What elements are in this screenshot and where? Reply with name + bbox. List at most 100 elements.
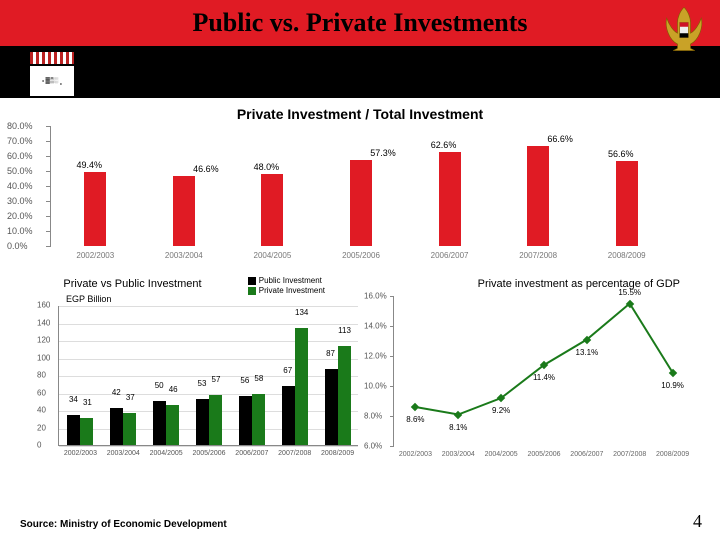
chart2-bar-label: 58 <box>254 374 263 383</box>
chart2-ytick: 80 <box>37 371 46 380</box>
chart1-ytick: 40.0% <box>7 181 33 191</box>
chart2-ytick: 160 <box>37 301 50 310</box>
chart3-xtick: 2002/2003 <box>399 451 432 458</box>
chart3-ytick: 14.0% <box>364 322 387 331</box>
chart2-bar-label: 67 <box>283 366 292 375</box>
chart1-ytick: 80.0% <box>7 121 33 131</box>
chart3-xtick: 2007/2008 <box>613 451 646 458</box>
eagle-emblem-icon <box>656 2 712 58</box>
chart1-bar-label: 57.3% <box>370 148 396 158</box>
lower-charts-row: Private vs Public Investment Public Inve… <box>30 278 690 478</box>
chart2-bar-label: 134 <box>295 308 308 317</box>
chart2-bar-private <box>123 413 136 445</box>
chart1-bar-label: 66.6% <box>547 134 573 144</box>
chart2-plot: 02040608010012014016034312002/2003423720… <box>58 306 358 446</box>
chart2-bar-label: 57 <box>212 375 221 384</box>
chart2-xtick: 2007/2008 <box>278 450 311 457</box>
chart2-bar-private <box>252 394 265 445</box>
chart-private-over-total: Private Investment / Total Investment 0.… <box>50 106 670 256</box>
header-bar: Public vs. Private Investments <box>0 0 720 46</box>
chart2-ytick: 120 <box>37 336 50 345</box>
chart1-ytick: 70.0% <box>7 136 33 146</box>
chart3-ytick: 8.0% <box>364 412 382 421</box>
chart2-bar-public <box>153 401 166 445</box>
chart3-xtick: 2008/2009 <box>656 451 689 458</box>
legend-item-private: Private Investment <box>248 286 325 296</box>
chart1-ytick: 20.0% <box>7 211 33 221</box>
chart2-legend: Public Investment Private Investment <box>248 276 325 296</box>
chart3-ytick: 16.0% <box>364 292 387 301</box>
chart2-ytick: 100 <box>37 353 50 362</box>
page-title: Public vs. Private Investments <box>192 8 527 38</box>
chart3-xtick: 2004/2005 <box>485 451 518 458</box>
chart1-xtick: 2004/2005 <box>254 251 292 260</box>
chart1-title: Private Investment / Total Investment <box>50 106 670 122</box>
chart2-bar-public <box>196 399 209 445</box>
chart3-point-label: 9.2% <box>492 406 510 415</box>
chart2-ytick: 20 <box>37 423 46 432</box>
subheader-bar <box>0 46 720 98</box>
chart3-point-label: 13.1% <box>576 348 599 357</box>
legend-label: Public Investment <box>259 276 322 286</box>
chart1-ytick: 50.0% <box>7 166 33 176</box>
chart3-xtick: 2006/2007 <box>570 451 603 458</box>
chart2-bar-label: 42 <box>112 388 121 397</box>
chart1-bar <box>616 161 638 246</box>
chart1-ytick: 60.0% <box>7 151 33 161</box>
chart1-xtick: 2005/2006 <box>342 251 380 260</box>
chart1-bar-label: 46.6% <box>193 164 219 174</box>
chart1-xtick: 2002/2003 <box>76 251 114 260</box>
chart2-ytick: 140 <box>37 318 50 327</box>
chart3-title: Private investment as percentage of GDP <box>478 278 680 290</box>
chart1-plot: 0.0%10.0%20.0%30.0%40.0%50.0%60.0%70.0%8… <box>50 126 670 246</box>
chart1-bar <box>173 176 195 246</box>
chart1-xtick: 2006/2007 <box>431 251 469 260</box>
chart1-ytick: 30.0% <box>7 196 33 206</box>
chart2-ytick: 0 <box>37 441 41 450</box>
chart2-bar-public <box>110 408 123 445</box>
chart2-xtick: 2006/2007 <box>235 450 268 457</box>
chart2-bar-label: 31 <box>83 398 92 407</box>
chart1-xtick: 2003/2004 <box>165 251 203 260</box>
chart2-bar-label: 53 <box>198 379 207 388</box>
chart3-point-label: 11.4% <box>533 373 555 382</box>
chart1-ytick: 10.0% <box>7 226 33 236</box>
chart2-bar-label: 46 <box>169 385 178 394</box>
chart1-bar <box>84 172 106 246</box>
chart-private-vs-public: Private vs Public Investment Public Inve… <box>30 278 355 478</box>
chart2-bar-private <box>209 395 222 445</box>
chart3-ytick: 12.0% <box>364 352 387 361</box>
chart2-bar-label: 113 <box>338 326 351 335</box>
chart1-bar-label: 49.4% <box>77 160 103 170</box>
chart2-xtick: 2005/2006 <box>192 450 225 457</box>
chart3-point-label: 8.1% <box>449 423 467 432</box>
chart2-bar-public <box>282 386 295 445</box>
chart2-ytick: 60 <box>37 388 46 397</box>
legend-item-public: Public Investment <box>248 276 325 286</box>
chart2-xtick: 2004/2005 <box>150 450 183 457</box>
chart1-ytick: 0.0% <box>7 241 28 251</box>
chart2-bar-public <box>325 369 338 445</box>
chart1-bar <box>527 146 549 246</box>
chart1-bar-label: 48.0% <box>254 162 280 172</box>
chart2-ytick: 40 <box>37 406 46 415</box>
chart2-bar-public <box>239 396 252 445</box>
chart3-point-label: 10.9% <box>661 381 684 390</box>
chart3-xtick: 2005/2006 <box>527 451 560 458</box>
chart2-unit: EGP Billion <box>66 294 111 304</box>
chart3-ytick: 6.0% <box>364 442 382 451</box>
chart1-xtick: 2008/2009 <box>608 251 646 260</box>
chart2-bar-label: 34 <box>69 395 78 404</box>
chart2-bar-private <box>80 418 93 445</box>
chart1-bar <box>261 174 283 246</box>
chart3-xtick: 2003/2004 <box>442 451 475 458</box>
chart-private-pct-gdp: Private investment as percentage of GDP … <box>365 278 690 478</box>
chart2-xtick: 2003/2004 <box>107 450 140 457</box>
chart2-bar-private <box>338 346 351 445</box>
chart2-bar-label: 50 <box>155 381 164 390</box>
chart2-xtick: 2008/2009 <box>321 450 354 457</box>
chart3-point-label: 8.6% <box>406 415 424 424</box>
org-stamp-icon: ▓▒░ <box>28 50 76 98</box>
chart3-plot: 6.0%8.0%10.0%12.0%14.0%16.0%8.6%2002/200… <box>393 296 693 446</box>
chart2-bar-label: 87 <box>326 349 335 358</box>
